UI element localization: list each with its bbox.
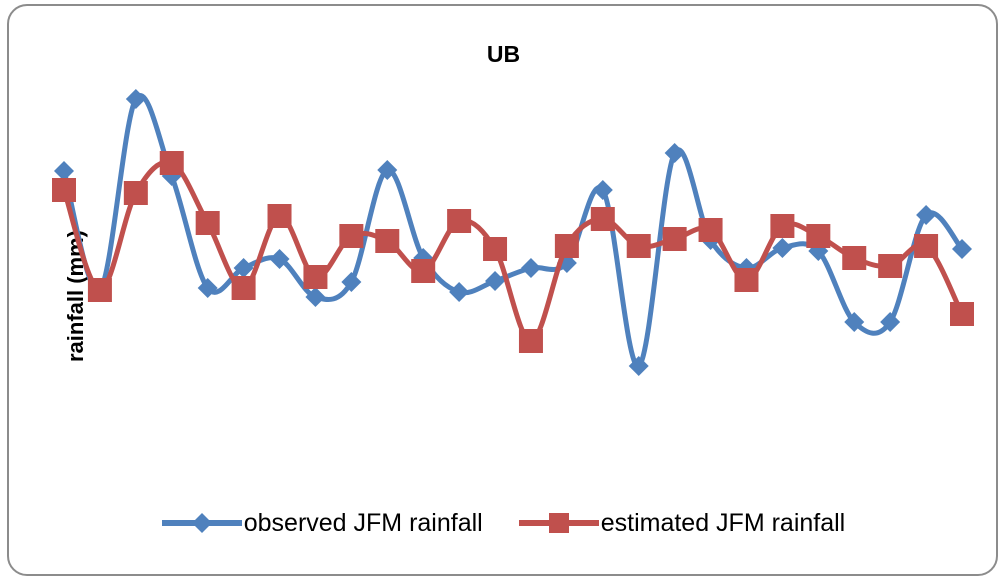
- data-point-observed: [125, 89, 146, 109]
- data-point-estimated: [483, 237, 508, 261]
- data-point-estimated: [87, 278, 112, 302]
- data-point-observed: [305, 287, 326, 307]
- data-point-estimated: [914, 234, 939, 258]
- data-point-observed: [664, 143, 685, 163]
- data-point-estimated: [195, 211, 220, 235]
- data-point-estimated: [231, 276, 256, 300]
- data-point-observed: [197, 278, 218, 298]
- chart-frame: [7, 4, 998, 576]
- legend-label-estimated: estimated JFM rainfall: [600, 508, 846, 537]
- data-point-observed: [233, 258, 254, 278]
- data-point-observed: [880, 312, 901, 332]
- legend-swatch-estimated: [518, 513, 599, 533]
- data-point-observed: [592, 180, 613, 200]
- data-point-estimated: [518, 329, 543, 353]
- series-line-observed: [61, 93, 964, 369]
- data-point-estimated: [339, 224, 364, 248]
- data-point-estimated: [950, 302, 974, 326]
- data-point-observed: [269, 249, 290, 269]
- data-point-observed: [449, 282, 470, 302]
- data-point-observed: [916, 205, 937, 225]
- data-point-estimated: [123, 181, 148, 205]
- legend-entry-observed: observed JFM rainfall: [161, 508, 483, 538]
- data-point-estimated: [878, 254, 903, 278]
- data-point-estimated: [303, 265, 328, 289]
- data-point-estimated: [52, 178, 76, 202]
- data-point-estimated: [590, 207, 615, 231]
- data-point-estimated: [411, 259, 436, 283]
- chart-title: UB: [486, 41, 521, 67]
- data-point-observed: [341, 272, 362, 292]
- data-point-estimated: [554, 234, 579, 258]
- data-point-estimated: [734, 268, 759, 292]
- legend-swatch-observed: [161, 513, 242, 533]
- data-point-estimated: [662, 227, 687, 251]
- data-point-estimated: [447, 209, 472, 233]
- square-marker-icon: [548, 513, 569, 533]
- data-point-observed: [520, 258, 541, 278]
- data-point-estimated: [375, 229, 400, 253]
- data-point-observed: [485, 271, 506, 291]
- data-point-observed: [628, 356, 649, 376]
- data-point-estimated: [698, 218, 723, 242]
- data-point-observed: [952, 239, 972, 259]
- data-point-observed: [772, 238, 793, 258]
- data-point-estimated: [626, 234, 651, 258]
- data-point-estimated: [267, 204, 292, 228]
- diamond-marker-icon: [191, 513, 212, 533]
- data-point-observed: [377, 160, 398, 180]
- data-point-estimated: [806, 224, 831, 248]
- legend-entry-estimated: estimated JFM rainfall: [518, 508, 846, 538]
- data-point-estimated: [159, 151, 184, 175]
- legend-label-observed: observed JFM rainfall: [243, 508, 483, 537]
- data-point-estimated: [770, 214, 795, 238]
- data-point-estimated: [842, 246, 867, 270]
- legend: observed JFM rainfall estimated JFM rain…: [0, 508, 1007, 538]
- data-point-observed: [54, 161, 74, 181]
- data-point-observed: [844, 312, 865, 332]
